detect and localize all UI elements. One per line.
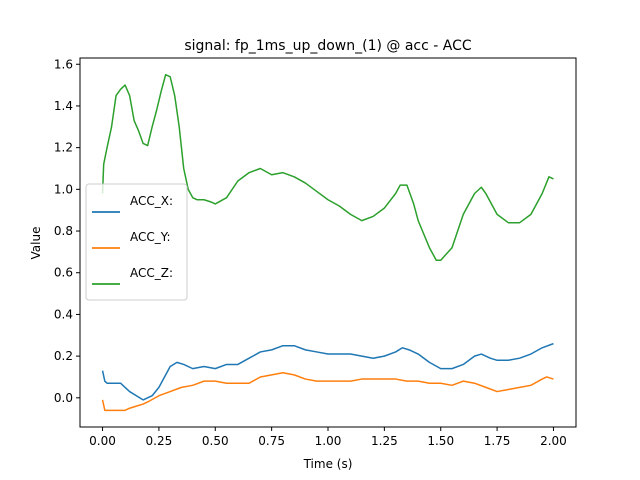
x-tick-label: 0.25 [146, 434, 173, 448]
y-tick-label: 1.0 [54, 182, 73, 196]
x-tick-label: 1.00 [315, 434, 342, 448]
x-tick-label: 0.00 [89, 434, 116, 448]
y-tick-label: 0.8 [54, 224, 73, 238]
legend-label-acc-z: ACC_Z: [130, 266, 173, 280]
y-tick-label: 0.0 [54, 391, 73, 405]
chart-title: signal: fp_1ms_up_down_(1) @ acc - ACC [184, 38, 472, 54]
y-tick-label: 0.4 [54, 307, 73, 321]
x-tick-label: 1.75 [484, 434, 511, 448]
plot-area [101, 73, 554, 412]
series-line-acc-z [101, 73, 554, 261]
series-line-acc-x [101, 342, 554, 401]
x-tick-label: 0.50 [202, 434, 229, 448]
x-tick-label: 2.00 [540, 434, 567, 448]
axes-frame [79, 57, 577, 428]
y-tick-label: 0.6 [54, 266, 73, 280]
y-axis-label: Value [29, 227, 43, 260]
x-tick-label: 1.50 [427, 434, 454, 448]
y-tick-label: 1.2 [54, 141, 73, 155]
series-line-acc-y [101, 372, 554, 412]
legend-label-acc-x: ACC_X: [130, 194, 173, 208]
legend-box [85, 183, 188, 301]
legend: ACC_X: ACC_Y: ACC_Z: [85, 183, 188, 301]
x-tick-label: 0.75 [258, 434, 285, 448]
legend-label-acc-y: ACC_Y: [130, 230, 171, 244]
x-axis-label: Time (s) [303, 457, 353, 471]
x-axis: 0.00 0.25 0.50 0.75 1.00 1.25 1.50 1.75 2.00 [89, 427, 567, 448]
y-tick-label: 1.6 [54, 57, 73, 71]
x-tick-label: 1.25 [371, 434, 398, 448]
y-axis: 0.0 0.2 0.4 0.6 0.8 1.0 1.2 1.4 1.6 [54, 57, 80, 405]
y-tick-label: 0.2 [54, 349, 73, 363]
y-tick-label: 1.4 [54, 99, 73, 113]
